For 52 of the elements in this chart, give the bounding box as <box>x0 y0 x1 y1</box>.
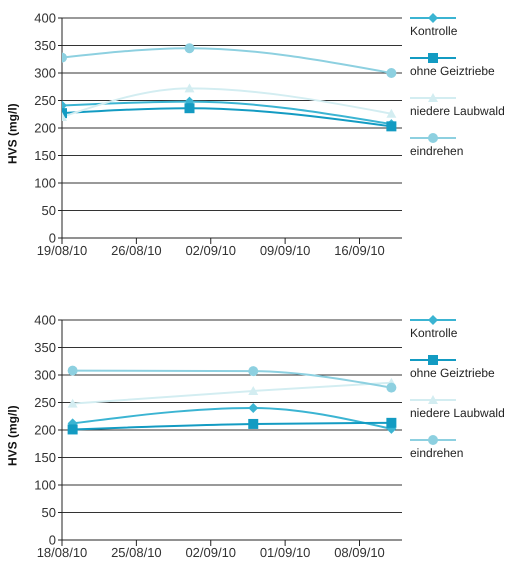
y-tick-label: 50 <box>42 505 56 520</box>
legend-label: niedere Laubwald <box>410 406 506 420</box>
y-tick-label: 100 <box>34 176 56 191</box>
y-tick-label: 50 <box>42 203 56 218</box>
point <box>248 386 258 395</box>
x-tick-label: 09/09/10 <box>260 243 310 258</box>
point <box>248 403 258 413</box>
point <box>184 43 194 54</box>
y-tick-label: 250 <box>34 395 56 410</box>
legend-label: Kontrolle <box>410 24 458 38</box>
legend-label: ohne Geiztriebe <box>410 64 496 78</box>
point <box>68 398 78 408</box>
point <box>386 382 396 393</box>
x-tick-label: 02/09/10 <box>185 243 236 258</box>
y-tick-label: 350 <box>34 340 56 356</box>
point <box>386 418 396 428</box>
y-axis-title: HVS (mg/l) <box>5 405 20 466</box>
y-tick-label: 100 <box>34 478 56 493</box>
y-tick-label: 0 <box>48 532 56 548</box>
x-tick-label: 16/09/10 <box>334 243 385 258</box>
y-tick-label: 400 <box>34 10 56 26</box>
y-tick-label: 200 <box>34 120 56 136</box>
y-tick-label: 350 <box>34 38 56 54</box>
point <box>68 366 78 376</box>
y-tick-label: 0 <box>48 230 56 246</box>
x-tick-label: 08/09/10 <box>334 545 385 560</box>
legend-label: niedere Laubwald <box>410 104 506 118</box>
y-tick-label: 300 <box>34 66 56 81</box>
point <box>68 424 78 434</box>
legend-label: eindrehen <box>410 446 464 460</box>
point <box>184 83 194 92</box>
point <box>248 418 258 429</box>
point <box>248 366 258 376</box>
y-tick-label: 150 <box>34 148 56 164</box>
x-tick-label: 25/08/10 <box>111 545 162 560</box>
y-tick-label: 200 <box>34 422 56 438</box>
x-tick-label: 19/08/10 <box>36 243 88 258</box>
y-tick-label: 150 <box>34 450 56 466</box>
point <box>184 103 194 114</box>
point <box>386 108 396 118</box>
legend-label: ohne Geiztriebe <box>410 366 496 380</box>
legend-label: Kontrolle <box>410 326 458 340</box>
y-tick-label: 250 <box>34 93 56 108</box>
x-tick-label: 18/08/10 <box>36 545 88 560</box>
y-tick-label: 300 <box>34 368 56 383</box>
x-tick-label: 01/09/10 <box>260 545 310 560</box>
legend-label: eindrehen <box>410 144 464 158</box>
y-tick-label: 400 <box>34 312 56 328</box>
x-tick-label: 26/08/10 <box>111 243 162 258</box>
x-tick-label: 02/09/10 <box>185 545 236 560</box>
y-axis-title: HVS (mg/l) <box>5 103 20 164</box>
point <box>386 68 396 78</box>
